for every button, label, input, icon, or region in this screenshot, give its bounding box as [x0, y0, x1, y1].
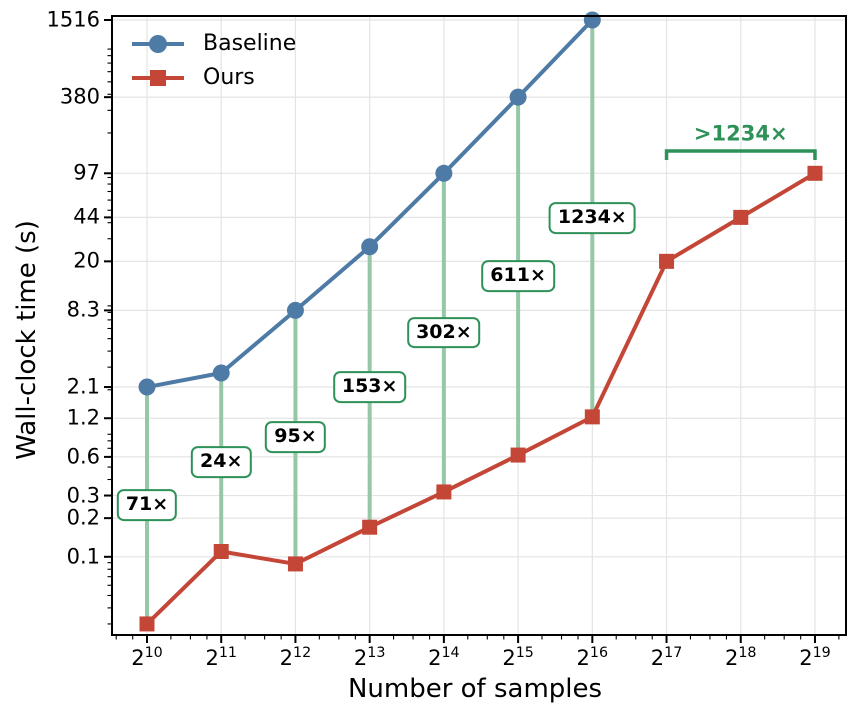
ours-marker: [659, 253, 675, 269]
baseline-marker: [138, 378, 156, 396]
y-tick-label: 1.2: [66, 405, 100, 430]
x-tick-label-2^16: 216: [576, 645, 609, 670]
speedup-annotation: 153×: [332, 371, 407, 403]
x-axis-label: Number of samples: [347, 674, 603, 704]
speedup-annotation: 1234×: [548, 202, 636, 235]
baseline-marker: [435, 164, 453, 182]
ours-marker: [584, 409, 600, 425]
y-tick-label: 0.2: [66, 505, 100, 530]
y-tick-label: 8.3: [66, 297, 100, 322]
ours-marker: [213, 543, 229, 559]
legend-item-ours: Ours: [203, 65, 255, 90]
baseline-marker: [212, 364, 230, 382]
ours-marker: [287, 556, 303, 572]
y-tick-label: 0.1: [66, 544, 100, 569]
baseline-marker: [361, 238, 379, 256]
x-tick-label-2^12: 212: [279, 645, 312, 670]
legend-item-baseline: Baseline: [203, 31, 297, 56]
speedup-annotation: 24×: [191, 446, 252, 479]
y-tick-label: 44: [73, 204, 100, 229]
speedup-annotation: 302×: [407, 316, 481, 349]
ours-marker: [510, 447, 526, 463]
ours-marker: [733, 209, 749, 225]
y-tick-label: 0.6: [66, 444, 100, 469]
x-tick-label-2^10: 210: [131, 645, 163, 670]
x-tick-label-2^18: 218: [724, 645, 757, 670]
baseline-marker: [583, 11, 601, 29]
ours-marker: [807, 165, 823, 181]
ours-series-line: [145, 171, 817, 626]
y-tick-label: 380: [59, 84, 100, 109]
axes-spine: [111, 15, 847, 636]
speedup-annotation: 71×: [116, 489, 178, 522]
x-tick-label-2^14: 214: [428, 645, 460, 670]
ours-marker: [139, 616, 155, 632]
x-tick-label-2^19: 219: [799, 645, 831, 670]
legend-marker-ours-icon: [150, 70, 166, 86]
y-tick-label: 20: [73, 248, 100, 273]
y-tick-label: 97: [73, 160, 100, 185]
y-tick-label: 1516: [46, 7, 100, 32]
y-tick-label: 0.3: [66, 483, 100, 508]
x-tick-label-2^17: 217: [650, 645, 683, 670]
speedup-annotation: 95×: [265, 421, 326, 454]
baseline-marker: [286, 301, 304, 319]
bracket-label: >1234×: [693, 121, 788, 146]
x-tick-label-2^15: 215: [502, 645, 534, 670]
x-tick-label-2^13: 213: [353, 645, 386, 670]
speedup-bracket: [664, 149, 817, 160]
legend-marker-baseline-icon: [149, 35, 167, 53]
baseline-marker: [509, 88, 527, 106]
y-tick-label: 2.1: [66, 374, 100, 399]
ours-marker: [436, 484, 452, 500]
ours-marker: [362, 519, 378, 535]
speedup-annotation: 611×: [481, 260, 555, 293]
x-tick-label-2^11: 211: [205, 645, 237, 670]
